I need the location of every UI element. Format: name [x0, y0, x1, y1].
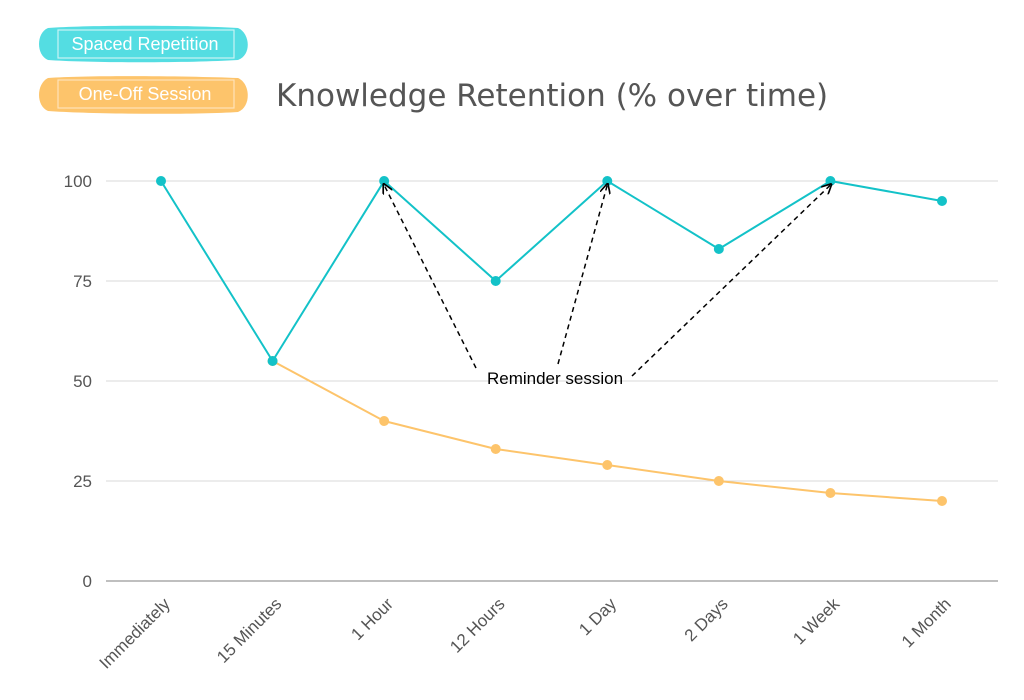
annotation-arrow	[631, 185, 830, 377]
data-point-one-off-session	[602, 460, 613, 470]
x-axis: Immediately 15 Minutes 1 Hour 12 Hours 1 Day…	[96, 594, 955, 673]
legend: Spaced Repetition One-Off Session	[39, 25, 248, 114]
y-tick-label: 75	[73, 272, 92, 291]
data-point-spaced-repetition	[825, 176, 836, 186]
x-tick-label: 2 Days	[681, 594, 732, 645]
data-point-spaced-repetition	[937, 196, 947, 206]
y-tick-label: 50	[73, 372, 92, 391]
annotation-layer: Reminder session	[384, 185, 830, 388]
series-line-spaced-repetition	[160, 180, 943, 362]
data-point-one-off-session	[379, 416, 390, 426]
y-tick-label: 0	[83, 572, 92, 591]
data-point-spaced-repetition	[156, 176, 166, 186]
data-point-one-off-session	[713, 476, 724, 486]
legend-item-one-off-session: One-Off Session	[39, 76, 248, 114]
legend-swatch-spaced-repetition	[39, 25, 248, 63]
data-point-one-off-session	[825, 488, 836, 498]
legend-label-spaced-repetition: Spaced Repetition	[71, 34, 218, 54]
x-tick-label: 1 Hour	[347, 594, 397, 644]
x-tick-label: 1 Week	[789, 594, 843, 648]
x-tick-label: Immediately	[96, 594, 175, 673]
annotation-arrow	[384, 185, 477, 369]
data-point-spaced-repetition	[379, 176, 390, 186]
legend-swatch-outline	[57, 29, 235, 59]
x-tick-label: 1 Day	[575, 594, 620, 639]
data-point-spaced-repetition	[267, 356, 278, 366]
legend-label-one-off-session: One-Off Session	[79, 84, 212, 104]
data-point-spaced-repetition	[602, 176, 613, 186]
series-layer	[156, 176, 947, 506]
data-point-one-off-session	[937, 496, 947, 506]
y-tick-label: 25	[73, 472, 92, 491]
chart-title: Knowledge Retention (% over time)	[276, 78, 828, 114]
grid	[106, 180, 998, 582]
legend-swatch-one-off-session	[39, 76, 248, 114]
x-tick-label: 15 Minutes	[213, 594, 285, 666]
x-tick-label: 1 Month	[898, 594, 955, 651]
data-point-spaced-repetition	[490, 276, 501, 286]
annotation-arrow	[557, 185, 607, 365]
data-point-one-off-session	[490, 444, 501, 454]
y-axis: 0 25 50 75 100	[64, 172, 92, 591]
legend-swatch-outline	[57, 79, 235, 109]
y-tick-label: 100	[64, 172, 92, 191]
legend-item-spaced-repetition: Spaced Repetition	[39, 25, 248, 63]
data-point-spaced-repetition	[713, 244, 724, 254]
annotation-label: Reminder session	[487, 369, 623, 388]
x-tick-label: 12 Hours	[446, 594, 508, 656]
